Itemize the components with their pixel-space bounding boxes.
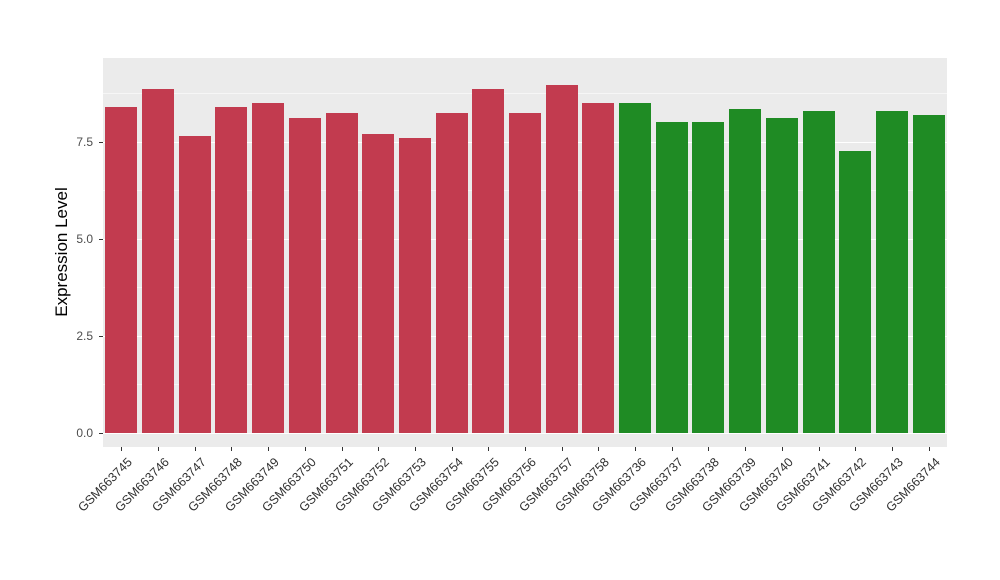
x-axis-tick-mark [671, 447, 673, 451]
bar-GSM663745 [105, 106, 138, 433]
x-axis-tick-mark [598, 447, 600, 451]
x-axis-tick-mark [525, 447, 526, 451]
gridline-major [103, 433, 947, 434]
x-axis-tick-mark [304, 447, 306, 451]
bar-GSM663744 [912, 114, 945, 433]
x-axis-tick-mark [378, 447, 380, 451]
bar-GSM663738 [692, 122, 725, 433]
y-axis-tick-mark [99, 433, 103, 434]
bar-GSM663755 [472, 89, 505, 433]
x-axis-tick-mark [158, 447, 160, 451]
y-axis-tick-mark [99, 335, 103, 337]
y-axis-tick-mark [99, 238, 103, 240]
y-axis-title: Expression Level [52, 187, 71, 317]
x-axis-tick-mark [268, 447, 270, 451]
bar-GSM663758 [582, 102, 615, 433]
x-axis-tick-mark [231, 447, 233, 451]
bar-GSM663757 [545, 85, 578, 433]
bar-GSM663740 [765, 118, 798, 433]
bar-GSM663753 [398, 137, 431, 433]
y-axis-tick-label: 7.5 [76, 134, 93, 149]
bar-GSM663750 [288, 118, 321, 433]
y-axis-tick-mark [99, 141, 103, 143]
bar-GSM663743 [875, 110, 908, 433]
bar-GSM663748 [215, 106, 248, 433]
bar-GSM663754 [435, 112, 468, 433]
bar-GSM663752 [362, 134, 395, 433]
y-axis-tick-label: 5.0 [76, 231, 93, 246]
bar-GSM663739 [729, 108, 762, 433]
x-axis-tick-mark [635, 447, 637, 451]
bar-GSM663746 [142, 89, 175, 433]
x-axis-tick-mark [561, 447, 563, 451]
bar-GSM663742 [839, 151, 872, 433]
x-axis-tick-mark [708, 447, 710, 451]
x-axis-tick-mark [855, 447, 857, 451]
x-axis-tick-mark [488, 447, 490, 451]
bar-GSM663747 [178, 135, 211, 433]
bar-GSM663736 [619, 102, 652, 433]
x-axis-tick-mark [341, 447, 343, 451]
x-axis-tick-mark [121, 447, 123, 451]
x-axis-tick-mark [781, 447, 783, 451]
x-axis-tick-mark [891, 447, 893, 451]
bar-GSM663756 [509, 112, 541, 433]
bar-GSM663737 [655, 122, 688, 433]
x-axis-tick-mark [745, 447, 747, 451]
bar-GSM663749 [252, 102, 285, 433]
chart-panel [103, 58, 947, 447]
x-axis-tick-mark [818, 447, 820, 451]
bar-GSM663741 [802, 110, 835, 433]
y-axis-tick-label: 2.5 [76, 328, 93, 343]
x-axis-tick-mark [928, 447, 930, 451]
x-axis-tick-mark [451, 447, 453, 451]
bar-GSM663751 [325, 112, 358, 433]
gridline-minor [103, 93, 947, 95]
x-axis-tick-mark [414, 447, 416, 451]
x-axis-tick-mark [194, 447, 196, 451]
y-axis-tick-label: 0.0 [76, 426, 93, 440]
